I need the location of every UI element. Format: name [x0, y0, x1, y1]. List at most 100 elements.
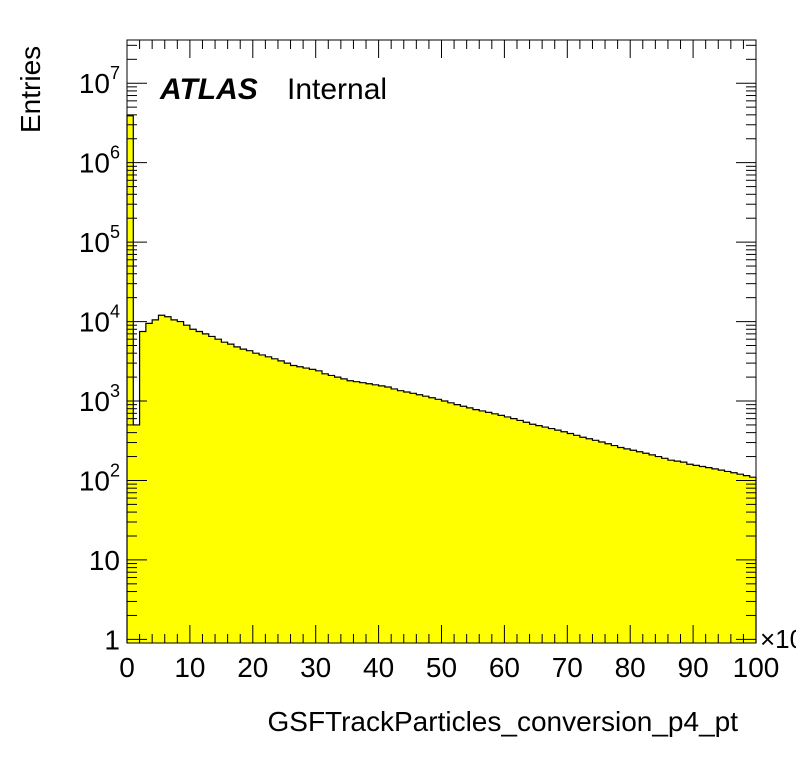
histogram-fill: [126, 115, 757, 643]
histogram-bin: [309, 369, 317, 643]
histogram-bin: [321, 373, 329, 643]
histogram-bin: [133, 424, 140, 643]
histogram-bin: [177, 321, 185, 643]
histogram-bin: [221, 342, 229, 643]
histogram-bin: [384, 387, 392, 643]
histogram-bin: [667, 460, 675, 643]
axis-ticks: [126, 40, 757, 643]
histogram-bin: [359, 382, 367, 643]
y-tick-labels: 1 10 102 103 104 105 106 107: [79, 63, 120, 655]
histogram-bin: [202, 333, 210, 643]
y-tick-label: 105: [79, 222, 120, 258]
histogram-bin: [277, 360, 285, 643]
histogram-bin: [227, 344, 235, 643]
histogram-bin: [743, 475, 751, 643]
histogram-bin: [347, 380, 354, 643]
histogram-bin: [598, 441, 606, 643]
histogram-bin: [636, 451, 644, 643]
histogram-bin: [642, 453, 650, 643]
histogram-bin: [454, 404, 461, 643]
histogram-bin: [661, 458, 669, 643]
histogram-bin: [617, 447, 625, 643]
histogram-bin: [403, 391, 411, 643]
internal-label: Internal: [287, 73, 387, 106]
x-tick-label: 90: [678, 652, 709, 683]
y-tick-label: 1: [104, 624, 120, 655]
x-multiplier: ×10: [760, 624, 796, 654]
histogram-bin: [240, 349, 247, 643]
y-tick-label: 103: [79, 381, 120, 417]
histogram-bin: [447, 402, 455, 643]
x-tick-label: 30: [300, 652, 331, 683]
histogram-bin: [711, 468, 719, 643]
histogram-outline: [126, 115, 757, 643]
histogram-bin: [441, 401, 449, 643]
histogram-bin: [284, 363, 291, 643]
histogram-bin: [535, 425, 543, 643]
histogram-bin: [158, 315, 166, 643]
histogram-bin: [296, 366, 304, 643]
x-tick-label: 80: [615, 652, 646, 683]
histogram-bin: [183, 325, 191, 643]
histogram-bin: [724, 471, 732, 643]
histogram-bin: [460, 406, 468, 643]
x-tick-label: 100: [733, 652, 780, 683]
histogram-bin: [246, 350, 254, 643]
histogram-bin: [378, 385, 386, 643]
histogram-bin: [127, 115, 134, 643]
histogram-bin: [208, 336, 216, 643]
y-tick-label: 10: [89, 545, 120, 576]
histogram-bin: [391, 388, 398, 643]
y-tick-label: 106: [79, 143, 120, 179]
histogram-bin: [353, 381, 361, 643]
histogram-bin: [171, 319, 178, 643]
histogram-bin: [579, 437, 587, 643]
histogram-bin: [328, 375, 335, 643]
histogram-bin: [523, 422, 530, 643]
histogram-bin: [504, 416, 512, 643]
histogram-bin: [705, 467, 713, 643]
histogram-bin: [303, 368, 310, 643]
histogram-bin: [699, 466, 707, 643]
histogram-bin: [573, 435, 581, 643]
histogram-bin: [422, 396, 430, 643]
histogram-bin: [567, 433, 574, 643]
histogram-bin: [340, 378, 348, 643]
histogram-bin: [290, 365, 298, 643]
x-tick-label: 20: [237, 652, 268, 683]
histogram-bin: [498, 415, 505, 643]
x-tick-label: 10: [174, 652, 205, 683]
histogram-bin: [649, 454, 656, 643]
histogram-bin: [737, 474, 744, 643]
histogram-bin: [189, 329, 197, 643]
histogram-bin: [479, 410, 486, 643]
histogram-bin: [561, 431, 568, 643]
histogram-bin: [397, 390, 405, 643]
y-tick-label: 107: [79, 63, 120, 99]
x-tick-label: 40: [363, 652, 394, 683]
histogram-bin: [145, 323, 153, 643]
histogram-bin: [730, 472, 738, 643]
histogram-bin: [416, 394, 424, 643]
histogram-bin: [630, 450, 637, 643]
y-tick-label: 102: [79, 460, 120, 496]
histogram-bin: [592, 440, 600, 643]
histogram-bin: [259, 354, 266, 643]
histogram-bin: [655, 456, 663, 643]
histogram-bin: [233, 346, 241, 643]
histogram-bin: [718, 470, 725, 643]
histogram-bin: [674, 461, 681, 643]
histogram-bin: [366, 383, 373, 643]
histogram-bin: [410, 393, 417, 643]
x-tick-label: 60: [489, 652, 520, 683]
histogram-bin: [686, 464, 694, 643]
histogram-bin: [315, 370, 323, 643]
histogram-bin: [485, 412, 493, 643]
histogram-bin: [252, 353, 260, 643]
histogram-bin: [611, 445, 619, 643]
x-tick-label: 50: [426, 652, 457, 683]
histogram-bin: [435, 399, 442, 643]
x-axis-title: GSFTrackParticles_conversion_p4_pt: [267, 706, 738, 737]
histogram-bin: [605, 443, 612, 643]
